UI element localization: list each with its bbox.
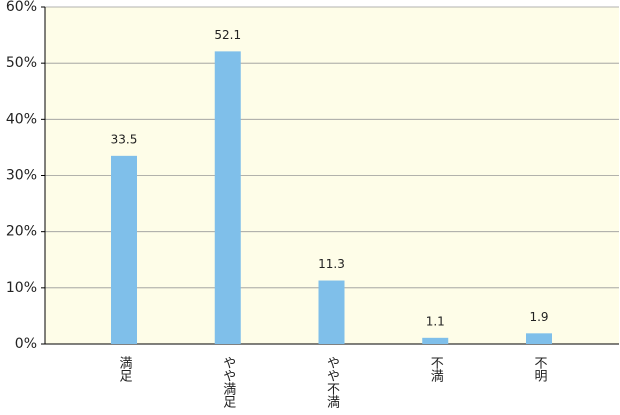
y-tick-label: 40%	[6, 111, 37, 127]
y-tick-label: 60%	[6, 0, 37, 15]
value-label: 52.1	[214, 28, 241, 42]
bar	[422, 337, 449, 344]
x-tick-label: やや満足	[220, 356, 236, 409]
bar	[111, 155, 137, 344]
x-tick-label: 満足	[117, 356, 133, 383]
value-label: 33.5	[111, 132, 138, 146]
bar	[318, 280, 345, 344]
y-tick-label: 30%	[6, 168, 37, 184]
x-tick-label: 不明	[532, 356, 548, 383]
bar	[214, 51, 241, 344]
value-label: 1.1	[426, 314, 445, 328]
x-tick-label: 不満	[428, 356, 444, 382]
x-tick-label: やや不満	[324, 356, 340, 408]
value-label: 1.9	[529, 310, 548, 324]
value-label: 11.3	[318, 257, 345, 271]
y-tick-label: 10%	[6, 280, 37, 296]
y-tick-label: 50%	[6, 55, 37, 71]
y-tick-label: 0%	[15, 336, 37, 352]
y-tick-label: 20%	[6, 224, 37, 240]
bar	[526, 333, 552, 344]
